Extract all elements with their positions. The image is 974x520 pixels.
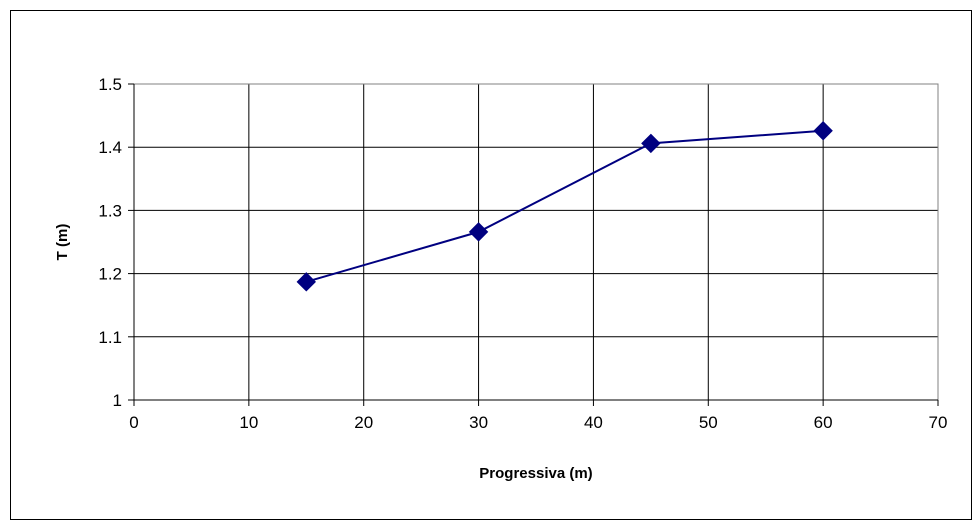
data-point-marker	[641, 133, 661, 154]
y-tick-label: 1.2	[98, 265, 122, 284]
x-tick-label: 10	[239, 413, 258, 432]
x-tick-label: 50	[699, 413, 718, 432]
data-point-marker	[813, 121, 833, 141]
y-tick-label: 1.1	[98, 328, 122, 347]
y-tick-label: 1.4	[98, 138, 122, 157]
y-tick-label: 1.3	[98, 201, 122, 220]
x-tick-label: 0	[129, 413, 138, 432]
y-axis-ticks: 1 1.1 1.2 1.3 1.4 1.5	[98, 75, 135, 410]
x-tick-label: 30	[469, 413, 488, 432]
y-axis-title: T (m)	[54, 224, 71, 261]
x-tick-label: 70	[929, 413, 948, 432]
x-tick-label: 60	[814, 413, 833, 432]
x-axis-ticks: 0 10 20 30 40 50 60 70	[129, 399, 948, 432]
series-line	[306, 129, 824, 283]
x-tick-label: 40	[584, 413, 603, 432]
data-point-marker	[468, 222, 489, 242]
series-layer	[296, 121, 833, 292]
y-tick-label: 1.5	[98, 75, 122, 94]
x-tick-label: 20	[354, 413, 373, 432]
y-tick-label: 1	[113, 391, 122, 410]
x-axis-title: Progressiva (m)	[479, 465, 592, 482]
data-point-marker	[296, 272, 316, 292]
